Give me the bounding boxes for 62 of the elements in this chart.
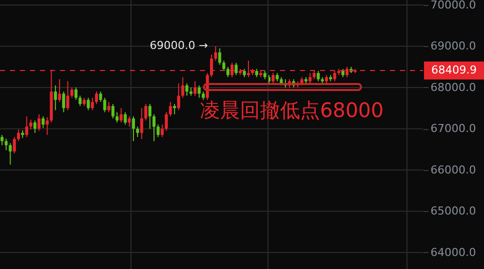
annotation: 凌晨回撤低点68000 <box>200 98 384 122</box>
candlestick <box>214 46 218 62</box>
candlestick <box>120 108 123 124</box>
candlestick <box>90 97 94 111</box>
candlestick <box>74 86 78 100</box>
candlestick <box>226 66 230 78</box>
candlestick <box>46 116 49 136</box>
candlestick <box>164 112 168 132</box>
candlestick <box>272 72 275 84</box>
candlestick <box>66 80 70 111</box>
y-tick-label: 66000.0 <box>430 163 476 176</box>
y-tick-label: 69000.0 <box>430 40 476 53</box>
candlestick <box>194 80 197 96</box>
candlestick <box>222 60 226 72</box>
candlestick <box>8 142 12 166</box>
candlestick <box>12 136 16 154</box>
candlestick <box>42 116 45 128</box>
candlestick <box>86 97 90 111</box>
candlestick <box>54 84 57 111</box>
candlestick <box>107 101 110 113</box>
y-tick-label: 70000.0 <box>430 0 476 12</box>
y-tick-label: 65000.0 <box>430 204 476 218</box>
candlestick <box>70 86 74 98</box>
candlestick <box>168 101 172 117</box>
candlestick <box>16 129 20 142</box>
candlestick <box>111 103 114 119</box>
candlestick <box>116 112 119 124</box>
candlestick <box>316 70 320 82</box>
candlestick <box>177 82 180 111</box>
candlestick <box>132 116 135 142</box>
candlestick <box>29 119 32 130</box>
candlestick <box>144 103 148 121</box>
candlestick <box>95 91 98 104</box>
candlestick <box>198 84 201 98</box>
candlestick <box>140 108 144 140</box>
candlestick <box>38 114 41 132</box>
candlestick <box>173 103 176 115</box>
annotation: 69000.0 → <box>150 39 208 52</box>
candlestick <box>25 116 28 138</box>
candlestick <box>152 114 156 142</box>
candlestick <box>181 76 184 98</box>
candlestick <box>185 82 188 96</box>
candlestick <box>160 124 164 138</box>
candlestick <box>4 138 8 151</box>
candlestick <box>62 91 66 113</box>
candlestick <box>103 97 106 113</box>
candlestick <box>148 103 152 130</box>
candlestick <box>78 95 82 107</box>
candlestick <box>124 112 127 126</box>
candlestick <box>234 62 238 76</box>
candlestick <box>58 78 62 102</box>
candlestick <box>218 48 222 66</box>
y-tick-label: 64000.0 <box>430 246 476 259</box>
candlestick <box>156 124 160 138</box>
ref-line-label: 68409.9 <box>431 64 477 77</box>
y-tick-label: 68000.0 <box>430 80 476 94</box>
candlestick <box>308 72 312 84</box>
candlestick <box>33 120 36 134</box>
candlestick <box>99 91 102 102</box>
candlestick <box>0 134 4 146</box>
candlestick <box>136 126 140 138</box>
y-tick-label: 67000.0 <box>430 122 476 136</box>
